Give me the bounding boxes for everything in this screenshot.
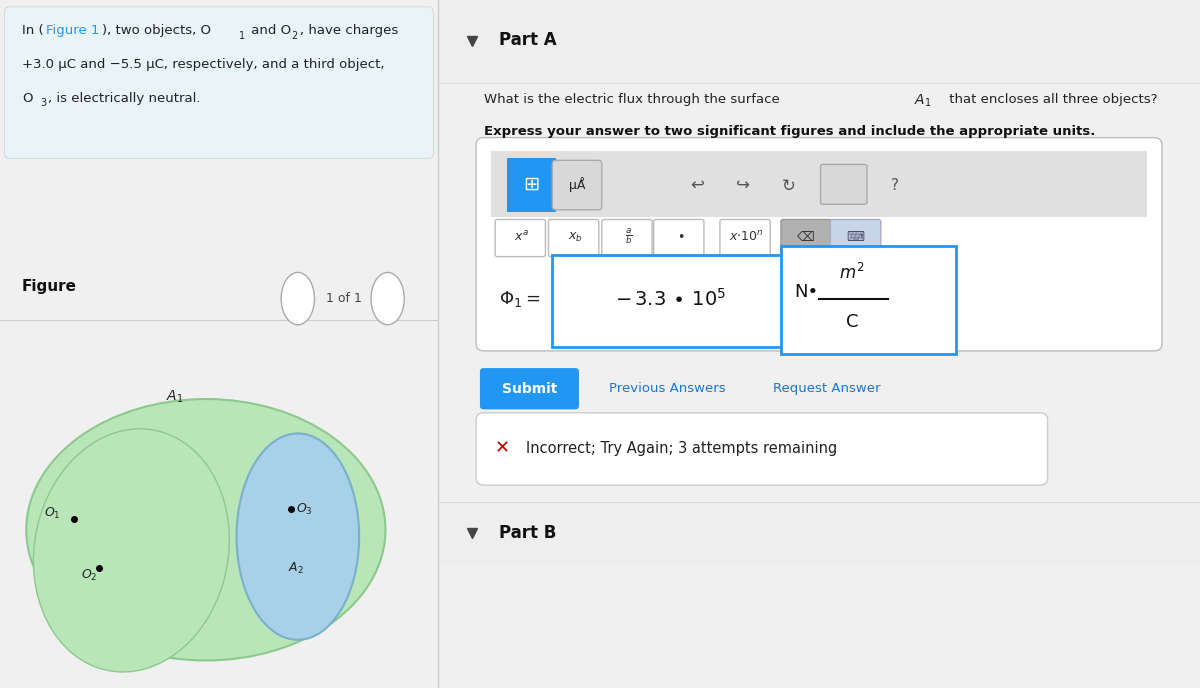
Text: , have charges: , have charges	[300, 24, 398, 37]
Text: ↩: ↩	[690, 176, 704, 194]
Text: Previous Answers: Previous Answers	[610, 383, 726, 395]
FancyBboxPatch shape	[496, 219, 546, 257]
Text: O: O	[22, 92, 32, 105]
Text: ⌨: ⌨	[846, 231, 864, 244]
FancyBboxPatch shape	[476, 413, 1048, 485]
Text: Part B: Part B	[499, 524, 557, 542]
Text: ↪: ↪	[736, 176, 750, 194]
Text: Part A: Part A	[499, 31, 557, 49]
FancyBboxPatch shape	[480, 368, 578, 409]
Text: N•: N•	[794, 283, 818, 301]
Text: ?: ?	[892, 178, 899, 193]
Text: •: •	[677, 231, 684, 244]
Ellipse shape	[236, 433, 359, 640]
Text: $O_3$: $O_3$	[296, 502, 313, 517]
Text: Submit: Submit	[502, 382, 557, 396]
Text: μÅ: μÅ	[569, 177, 586, 192]
Text: Incorrect; Try Again; 3 attempts remaining: Incorrect; Try Again; 3 attempts remaini…	[526, 441, 836, 456]
Text: Request Answer: Request Answer	[773, 383, 881, 395]
Text: and O: and O	[247, 24, 292, 37]
Text: In (: In (	[22, 24, 43, 37]
Text: $x{\cdot}10^n$: $x{\cdot}10^n$	[730, 230, 764, 244]
Text: ↻: ↻	[781, 177, 796, 195]
Text: ⌫: ⌫	[797, 231, 815, 244]
FancyBboxPatch shape	[438, 502, 1200, 564]
Text: $O_2$: $O_2$	[82, 568, 97, 583]
Text: 3: 3	[41, 98, 47, 108]
Text: Figure: Figure	[22, 279, 77, 294]
Text: Express your answer to two significant figures and include the appropriate units: Express your answer to two significant f…	[484, 125, 1096, 138]
FancyBboxPatch shape	[830, 219, 881, 257]
Text: C: C	[846, 313, 858, 331]
Text: ), two objects, O: ), two objects, O	[102, 24, 211, 37]
Text: $O_1$: $O_1$	[44, 506, 60, 521]
FancyBboxPatch shape	[506, 158, 556, 212]
Ellipse shape	[26, 399, 385, 660]
Text: ✕: ✕	[496, 440, 510, 458]
FancyBboxPatch shape	[476, 138, 1162, 351]
Ellipse shape	[34, 429, 229, 672]
Text: >: >	[382, 292, 394, 305]
Text: that encloses all three objects?: that encloses all three objects?	[944, 93, 1157, 106]
Text: 1: 1	[239, 31, 245, 41]
Text: , is electrically neutral.: , is electrically neutral.	[48, 92, 200, 105]
Text: $\Phi_1 =$: $\Phi_1 =$	[499, 289, 540, 310]
Text: $-\,3.3\,\bullet\,10^5$: $-\,3.3\,\bullet\,10^5$	[614, 288, 726, 310]
FancyBboxPatch shape	[548, 219, 599, 257]
Text: $A_1$: $A_1$	[167, 389, 184, 405]
FancyBboxPatch shape	[602, 219, 652, 257]
Circle shape	[281, 272, 314, 325]
FancyBboxPatch shape	[552, 255, 788, 347]
FancyBboxPatch shape	[781, 246, 956, 354]
Text: $A_2$: $A_2$	[288, 561, 304, 576]
Text: 1 of 1: 1 of 1	[326, 292, 361, 305]
Text: 2: 2	[292, 31, 298, 41]
Text: Figure 1: Figure 1	[46, 24, 100, 37]
FancyBboxPatch shape	[5, 7, 433, 158]
FancyBboxPatch shape	[720, 219, 770, 257]
Text: ⊞: ⊞	[523, 175, 539, 194]
FancyBboxPatch shape	[781, 219, 832, 257]
Text: ⌨: ⌨	[834, 179, 852, 191]
FancyBboxPatch shape	[438, 0, 1200, 83]
Text: $m^2$: $m^2$	[839, 263, 864, 283]
Text: $\frac{a}{b}$: $\frac{a}{b}$	[625, 227, 632, 248]
FancyBboxPatch shape	[552, 160, 602, 210]
Text: $x_b$: $x_b$	[568, 230, 582, 244]
Text: $A_1$: $A_1$	[914, 93, 931, 109]
Text: $x^a$: $x^a$	[515, 230, 529, 244]
FancyBboxPatch shape	[821, 164, 868, 204]
Circle shape	[371, 272, 404, 325]
Text: <: <	[292, 292, 304, 305]
Text: +3.0 μC and −5.5 μC, respectively, and a third object,: +3.0 μC and −5.5 μC, respectively, and a…	[22, 58, 384, 71]
FancyBboxPatch shape	[654, 219, 704, 257]
Text: What is the electric flux through the surface: What is the electric flux through the su…	[484, 93, 784, 106]
FancyBboxPatch shape	[491, 151, 1147, 217]
